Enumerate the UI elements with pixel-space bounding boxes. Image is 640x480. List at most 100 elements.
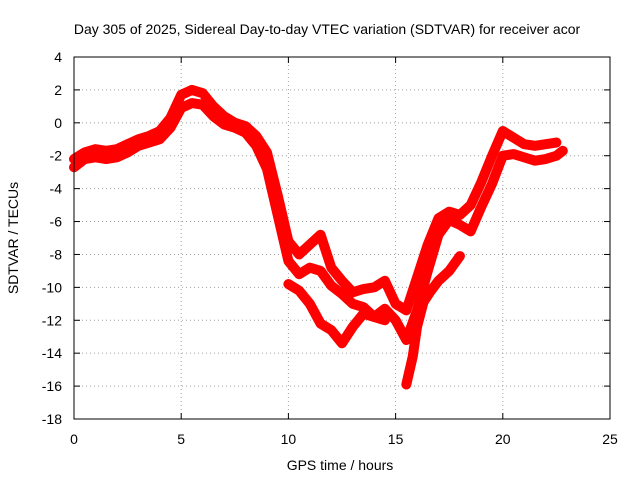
series-point [264, 150, 270, 155]
series-point [479, 179, 484, 185]
y-tick-label: 0 [54, 115, 62, 131]
series-upper-band [69, 84, 562, 316]
y-tick-label: 4 [54, 49, 62, 65]
x-tick-label: 5 [177, 431, 185, 447]
series-point [468, 229, 473, 234]
series-point [371, 285, 377, 290]
series-point [103, 148, 109, 153]
y-tick-label: -16 [42, 378, 62, 394]
series-point [500, 128, 505, 134]
series-point [286, 258, 291, 264]
series-point [554, 140, 559, 145]
series-point [404, 382, 409, 387]
series-point [436, 278, 441, 283]
series-point [339, 278, 345, 283]
series-point [414, 275, 420, 280]
series-point [382, 318, 388, 323]
y-tick-label: -6 [50, 214, 63, 230]
series-point [286, 281, 291, 287]
series-lower-band [401, 251, 465, 390]
y-tick-label: 2 [54, 82, 62, 98]
series-point [243, 123, 248, 129]
x-tick-label: 20 [495, 431, 511, 447]
x-axis-label: GPS time / hours [287, 457, 394, 473]
series-point [136, 137, 141, 142]
series-point [93, 146, 98, 152]
series-point [511, 151, 516, 157]
y-tick-label: -10 [42, 279, 62, 295]
series-point [382, 278, 388, 283]
series-point [307, 242, 313, 247]
series-point [168, 115, 173, 121]
series-point [560, 148, 566, 153]
series-point [296, 252, 302, 257]
series-point [254, 133, 259, 139]
series-point [404, 337, 409, 343]
series-point [157, 128, 162, 134]
series-point [371, 314, 377, 320]
series-point [427, 290, 433, 295]
series-point [211, 104, 216, 109]
series-point [382, 306, 388, 311]
series-point [511, 135, 516, 140]
series-point [329, 283, 334, 288]
y-tick-label: -8 [50, 246, 63, 262]
series-point [329, 265, 334, 270]
chart-title: Day 305 of 2025, Sidereal Day-to-day VTE… [74, 21, 581, 37]
x-tick-label: 25 [602, 431, 618, 447]
series-point [393, 318, 398, 323]
series-point [361, 311, 366, 316]
series-point [425, 268, 430, 274]
series-point [457, 212, 463, 218]
series-point [339, 341, 345, 346]
series-point [114, 146, 120, 152]
plot-frame [73, 56, 611, 420]
series-point [200, 102, 205, 107]
series-point [157, 137, 162, 142]
series-point [543, 142, 548, 147]
series-point [447, 209, 452, 214]
series-point [189, 100, 195, 106]
series-point [307, 301, 313, 307]
series-point [350, 301, 355, 307]
series-point [232, 120, 237, 126]
series-point [489, 153, 495, 158]
series-point [532, 158, 538, 163]
series-point [307, 265, 313, 270]
series-point [500, 153, 505, 158]
gridlines [74, 57, 610, 419]
y-tick-label: -4 [50, 181, 63, 197]
series-point [436, 216, 441, 221]
series-point [425, 242, 430, 247]
series-point [114, 155, 120, 160]
series-point [421, 299, 426, 305]
y-tick-label: -2 [50, 148, 63, 164]
series-point [447, 217, 452, 223]
series-point [82, 150, 87, 155]
x-tick-label: 10 [281, 431, 297, 447]
series-point [200, 91, 205, 96]
series-point [93, 155, 98, 160]
series-layer [69, 84, 568, 390]
series-point [489, 181, 495, 186]
series-point [329, 327, 334, 333]
series-point [447, 268, 452, 274]
series-point [522, 142, 527, 147]
series-point [221, 114, 227, 119]
series-point [393, 301, 398, 307]
series-point [211, 114, 216, 119]
series-point [410, 354, 415, 359]
series-point [554, 153, 559, 158]
y-tick-label: -14 [42, 345, 62, 361]
series-point [103, 156, 109, 162]
series-point [532, 143, 538, 149]
series-point [522, 155, 527, 160]
series-point [189, 87, 195, 93]
series-point [296, 288, 302, 293]
series-point [221, 122, 227, 127]
series-mid-band [283, 279, 390, 349]
series-point [318, 232, 323, 237]
series-point [479, 204, 484, 209]
